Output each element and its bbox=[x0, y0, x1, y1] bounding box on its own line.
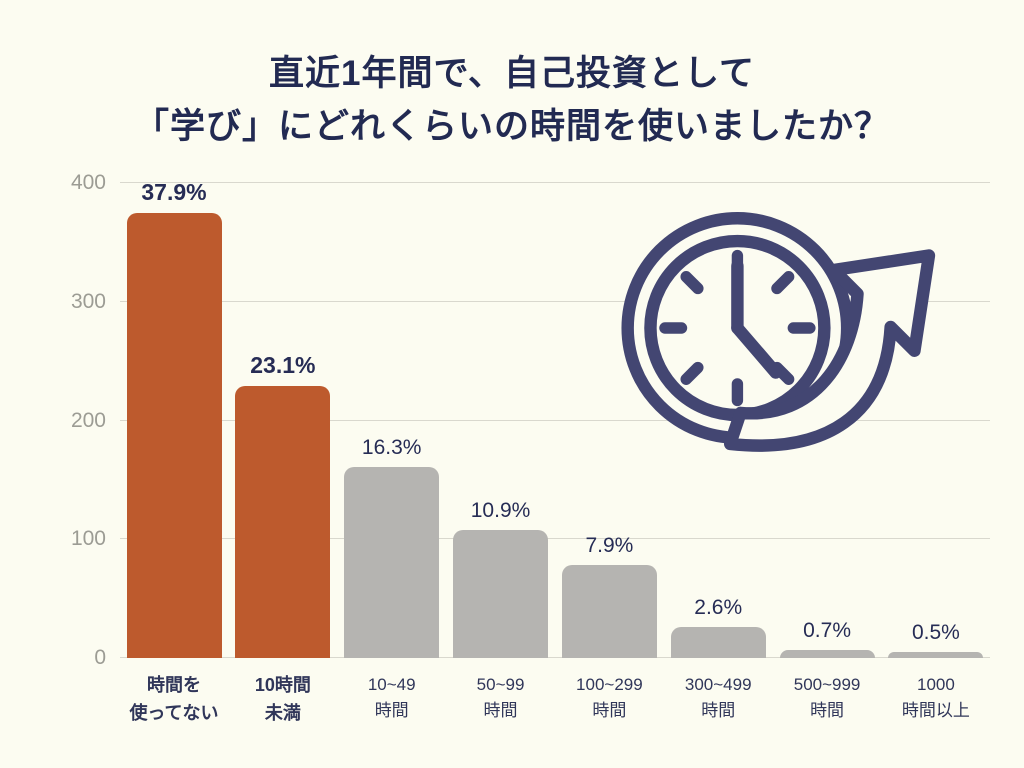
bar-value-label: 23.1% bbox=[250, 352, 316, 379]
clock-tick-marks bbox=[659, 249, 816, 407]
bar-value-label: 0.5% bbox=[911, 621, 960, 645]
bar-group: 37.9% 23.1% 16.3% 10.9% 7.9% 2.6% 0.7% 0.5% bbox=[120, 179, 990, 658]
chart-title-line1: 直近1年間で、自己投資として bbox=[268, 54, 756, 93]
bar-column: 10.9% bbox=[447, 499, 555, 658]
chart-title-line2: 「学び」にどれくらいの時間を使いましたか？ bbox=[133, 106, 890, 146]
y-axis-tick-label: 0 bbox=[94, 646, 106, 669]
y-axis-tick-label: 100 bbox=[70, 527, 106, 551]
category-label: 1000 時間以上 bbox=[901, 675, 970, 721]
category-label: 100~299 時間 bbox=[576, 675, 643, 721]
chart-title: 直近1年間で、自己投資として 「学び」にどれくらいの時間を使いましたか？ bbox=[0, 48, 1024, 153]
bar-column: 0.7% bbox=[773, 619, 881, 658]
bar bbox=[888, 652, 984, 658]
bar-column: 2.6% bbox=[664, 596, 772, 658]
category-label: 10時間 未満 bbox=[254, 675, 311, 723]
category-label: 時間を 使ってない bbox=[129, 675, 219, 723]
bar-value-label: 10.9% bbox=[470, 498, 531, 522]
gridline bbox=[120, 538, 990, 540]
bar-column: 7.9% bbox=[555, 534, 663, 658]
bar-column: 16.3% bbox=[338, 436, 446, 658]
clock-up-arrow-icon bbox=[608, 183, 960, 473]
y-axis-tick-label: 300 bbox=[70, 289, 106, 313]
bar-value-label: 37.9% bbox=[141, 178, 207, 205]
bar bbox=[235, 386, 331, 658]
gridline bbox=[120, 300, 990, 302]
bar bbox=[561, 565, 657, 658]
category-label: 500~999 時間 bbox=[793, 675, 861, 721]
bar-column: 23.1% bbox=[229, 352, 337, 658]
category-label: 300~499 時間 bbox=[684, 675, 752, 721]
y-axis: 0 100 200 300 400 bbox=[22, 171, 106, 669]
gridline bbox=[120, 657, 990, 658]
bar bbox=[126, 212, 222, 658]
bar-value-label: 2.6% bbox=[694, 596, 743, 620]
up-arrow bbox=[723, 249, 936, 452]
bar bbox=[453, 529, 549, 658]
y-axis-tick-label: 400 bbox=[70, 171, 106, 194]
category-label: 10~49 時間 bbox=[367, 675, 416, 721]
y-axis-tick-label: 200 bbox=[70, 408, 106, 432]
category-label: 50~99 時間 bbox=[476, 675, 525, 721]
plot-area: 37.9% 23.1% 16.3% 10.9% 7.9% 2.6% 0.7% 0.5% bbox=[120, 179, 990, 658]
bar-value-label: 16.3% bbox=[361, 435, 422, 459]
gridline bbox=[120, 419, 990, 421]
gridline bbox=[120, 182, 990, 183]
clock-hands bbox=[731, 259, 782, 379]
bar bbox=[779, 649, 875, 658]
bar bbox=[670, 627, 766, 658]
bar-column: 0.5% bbox=[882, 621, 990, 658]
bar-column: 37.9% bbox=[120, 179, 228, 658]
bar-value-label: 0.7% bbox=[803, 618, 851, 642]
bar bbox=[344, 466, 440, 658]
bar-value-label: 7.9% bbox=[585, 534, 634, 558]
category-axis: 時間を 使ってない 10時間 未満 10~49 時間 50~99 時間 100~299 時間 300… bbox=[120, 672, 990, 728]
